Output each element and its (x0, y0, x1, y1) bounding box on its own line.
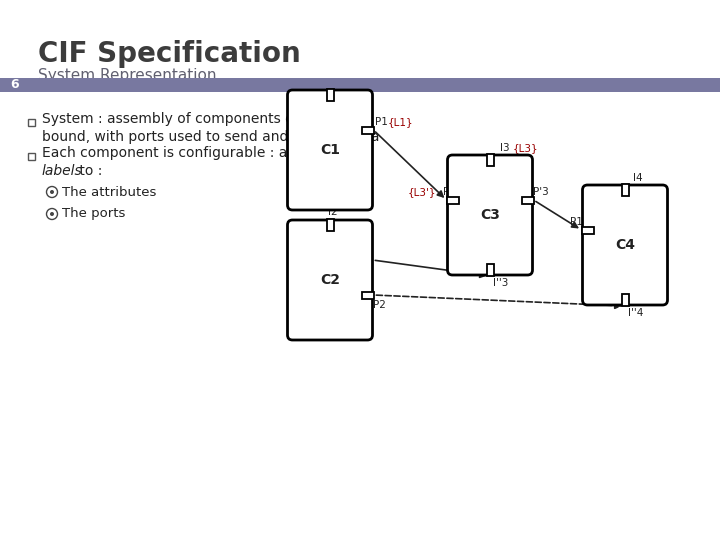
Bar (521, 197, 534, 204)
FancyBboxPatch shape (287, 90, 372, 210)
Circle shape (50, 190, 54, 194)
Bar (326, 89, 333, 101)
Text: P3: P3 (443, 187, 455, 197)
Text: C4: C4 (615, 238, 635, 252)
Bar (487, 154, 493, 166)
Text: {L3}: {L3} (513, 143, 539, 153)
Text: {L1}: {L1} (387, 117, 413, 127)
FancyBboxPatch shape (582, 185, 667, 305)
Text: P1: P1 (374, 117, 387, 127)
Text: C2: C2 (320, 273, 340, 287)
Bar (361, 292, 374, 299)
FancyBboxPatch shape (448, 155, 533, 275)
Text: P1: P1 (570, 217, 582, 227)
Text: I''3: I''3 (493, 278, 508, 288)
Bar (621, 184, 629, 196)
Text: CIF Specification: CIF Specification (38, 40, 301, 68)
Text: System Representation: System Representation (38, 68, 217, 83)
Text: The ports: The ports (62, 207, 125, 220)
Text: P'3: P'3 (533, 187, 548, 197)
Bar (487, 264, 493, 276)
Text: I''4: I''4 (628, 308, 644, 318)
FancyArrowPatch shape (376, 132, 443, 197)
Text: Each component is configurable : attribution of: Each component is configurable : attribu… (42, 146, 370, 160)
Text: bound, with ports used to send and receive data: bound, with ports used to send and recei… (42, 130, 379, 144)
FancyArrowPatch shape (536, 201, 577, 227)
Bar (28, 153, 35, 160)
Circle shape (50, 212, 54, 216)
Text: 6: 6 (10, 78, 19, 91)
Text: P2: P2 (372, 300, 385, 310)
Text: C1: C1 (320, 143, 340, 157)
Bar (0, 78, 720, 92)
FancyArrowPatch shape (377, 295, 621, 308)
Bar (326, 219, 333, 231)
Text: I3: I3 (500, 143, 510, 153)
Bar (582, 226, 593, 233)
Text: System : assembly of components explicitly: System : assembly of components explicit… (42, 112, 347, 126)
Bar (28, 119, 35, 126)
FancyBboxPatch shape (287, 220, 372, 340)
Text: C3: C3 (480, 208, 500, 222)
Text: I2: I2 (328, 207, 338, 217)
Text: The attributes: The attributes (62, 186, 156, 199)
Text: I4: I4 (633, 173, 643, 183)
Bar (361, 126, 374, 133)
Text: {L3'}: {L3'} (408, 187, 436, 197)
Text: labels: labels (42, 164, 83, 178)
Bar (621, 294, 629, 306)
FancyArrowPatch shape (375, 260, 485, 278)
Text: to :: to : (75, 164, 102, 178)
Bar (446, 197, 459, 204)
